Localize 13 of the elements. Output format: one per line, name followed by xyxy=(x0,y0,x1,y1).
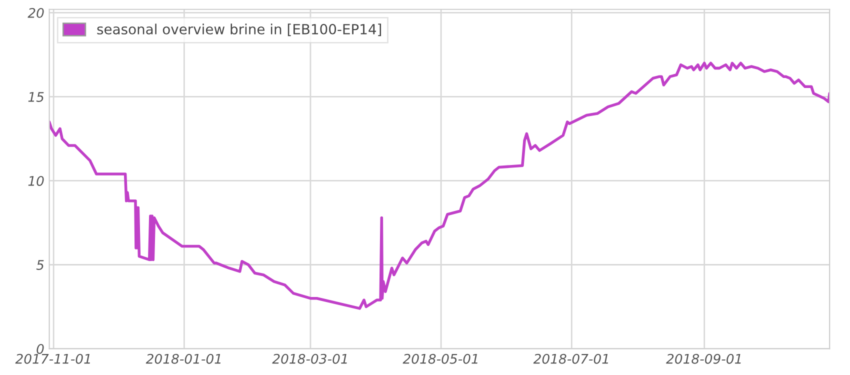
y-tick-label: 10 xyxy=(28,176,44,186)
x-tick-label: 2018-03-01 xyxy=(272,354,347,364)
x-tick-label: 2018-01-01 xyxy=(146,354,221,364)
legend-label: seasonal overview brine in [EB100-EP14] xyxy=(97,24,382,36)
y-tick-label: 5 xyxy=(36,260,44,270)
y-tick-label: 0 xyxy=(36,344,44,354)
x-tick-label: 2018-07-01 xyxy=(533,354,608,364)
y-tick-label: 15 xyxy=(28,92,44,102)
line-series xyxy=(49,62,830,310)
x-tick-label: 2017-11-01 xyxy=(15,354,90,364)
y-tick-label: 20 xyxy=(28,8,44,18)
x-tick-label: 2018-05-01 xyxy=(402,354,478,364)
x-tick-label: 2018-09-01 xyxy=(666,354,741,364)
